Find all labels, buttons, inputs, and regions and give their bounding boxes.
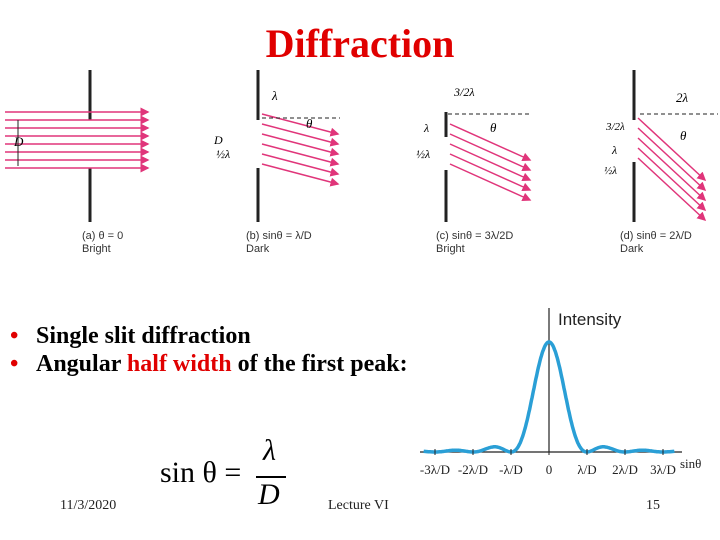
x-tick-label: -3λ/D (420, 462, 450, 477)
svg-text:θ: θ (490, 120, 497, 135)
panel-b: λ θ D ½λ (213, 70, 340, 222)
svg-text:λ: λ (423, 121, 429, 135)
x-tick-label: -2λ/D (458, 462, 488, 477)
intensity-chart: -3λ/D -2λ/D -λ/D 0 λ/D 2λ/D 3λ/D sinθ (420, 308, 701, 477)
panel-a: D (5, 70, 150, 222)
svg-text:½λ: ½λ (216, 147, 230, 161)
svg-text:D: D (213, 133, 223, 147)
svg-text:3/2λ: 3/2λ (453, 85, 475, 99)
caption-d: (d) sinθ = 2λ/D Dark (620, 230, 692, 255)
slide-date: 11/3/2020 (60, 498, 117, 513)
bullet-list: • Single slit diffraction • Angular half w… (10, 322, 410, 378)
x-tick-label: λ/D (577, 462, 596, 477)
caption-a: (a) θ = 0 Bright (82, 230, 124, 255)
panel-d: 2λ θ 3/2λ λ ½λ (604, 70, 718, 222)
x-tick-label: 2λ/D (612, 462, 638, 477)
svg-text:½λ: ½λ (604, 165, 617, 177)
d-label: D (13, 134, 24, 149)
highlight-text: half width (126, 351, 232, 377)
slit-diagram: D λ θ D ½λ 3/2λ θ λ ½λ (5, 70, 718, 222)
y-axis-label: Intensity (558, 310, 622, 329)
svg-text:½λ: ½λ (416, 147, 430, 161)
svg-text:θ: θ (680, 128, 687, 143)
caption-c: (c) sinθ = 3λ/2D Bright (436, 230, 514, 255)
lecture-label: Lecture VI (328, 498, 389, 513)
x-tick-label: 3λ/D (650, 462, 676, 477)
svg-text:2λ: 2λ (676, 90, 689, 105)
slide-title: Diffraction (265, 21, 455, 66)
x-tick-label: 0 (546, 462, 553, 477)
bullet-item: • Angular half width of the first peak: (10, 351, 408, 377)
svg-text:3/2λ: 3/2λ (605, 121, 625, 133)
page-number: 15 (646, 498, 660, 513)
caption-b: (b) sinθ = λ/D Dark (246, 230, 312, 255)
svg-text:λ: λ (611, 143, 617, 157)
svg-text:θ: θ (306, 116, 313, 131)
panel-c: 3/2λ θ λ ½λ (416, 85, 532, 222)
bullet-item: • Single slit diffraction (10, 323, 251, 349)
svg-text:λ: λ (271, 88, 278, 103)
x-tick-label: -λ/D (499, 462, 523, 477)
x-axis-label: sinθ (680, 456, 701, 471)
